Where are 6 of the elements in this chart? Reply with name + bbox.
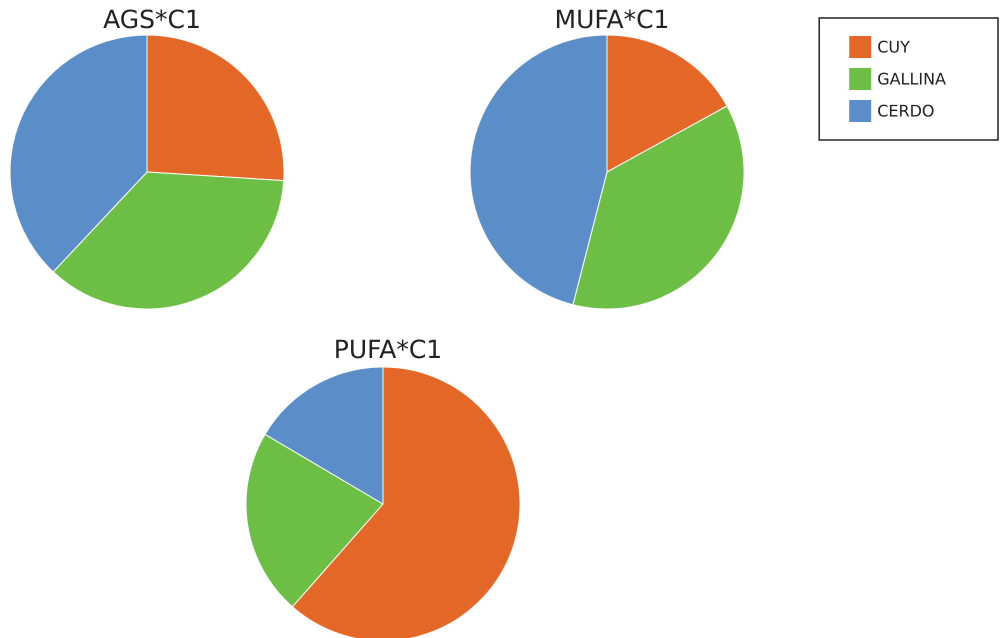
legend-label: CERDO (877, 102, 935, 120)
legend-label: CUY (877, 38, 910, 56)
chart-title: PUFA*C1 (334, 335, 442, 364)
chart-title: AGS*C1 (103, 5, 201, 34)
legend-label: GALLINA (877, 70, 946, 88)
chart-title: MUFA*C1 (554, 5, 670, 34)
